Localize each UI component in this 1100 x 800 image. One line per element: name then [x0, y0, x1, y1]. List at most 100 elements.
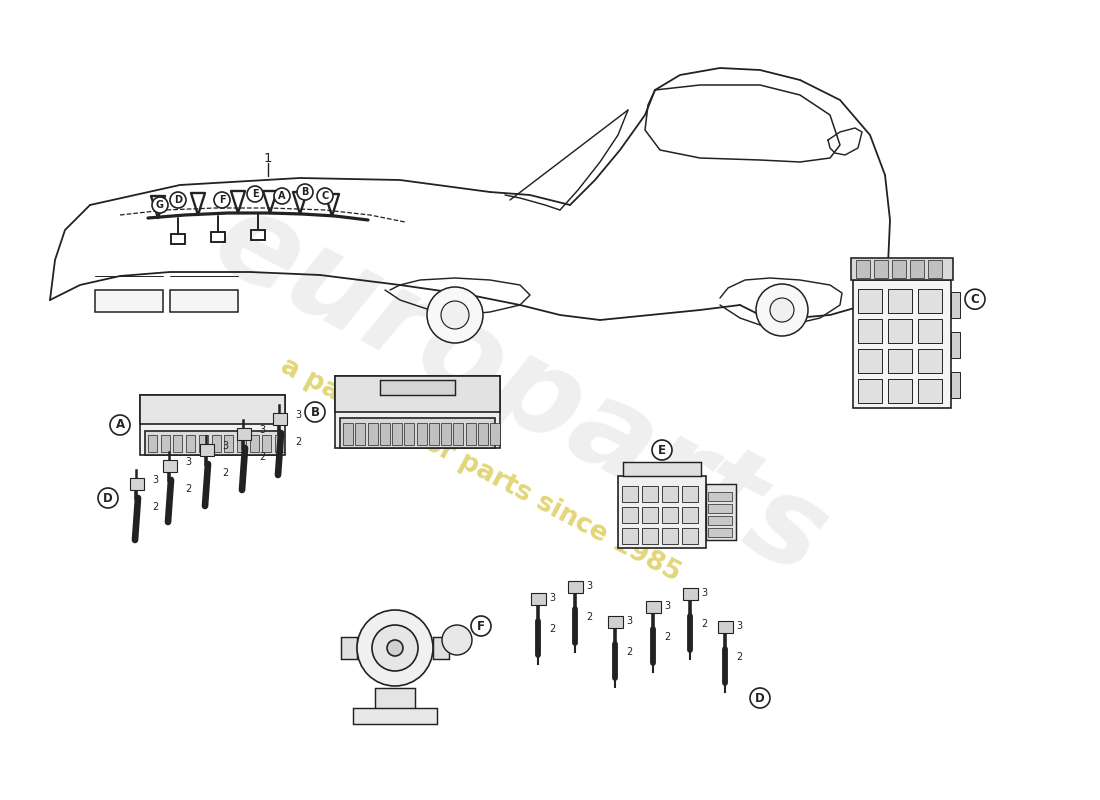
Bar	[662, 528, 678, 544]
Bar	[341, 637, 358, 659]
Text: B: B	[310, 406, 319, 418]
Bar	[682, 507, 698, 523]
Bar	[224, 435, 233, 452]
Bar	[718, 621, 733, 633]
Circle shape	[372, 625, 418, 671]
Text: 2: 2	[549, 624, 556, 634]
Text: G: G	[156, 200, 164, 210]
Bar	[852, 280, 952, 408]
Circle shape	[170, 192, 186, 208]
Bar	[952, 292, 960, 318]
Bar	[273, 413, 287, 425]
Bar	[858, 349, 882, 373]
Bar	[683, 588, 698, 600]
Bar	[336, 376, 500, 412]
Circle shape	[387, 640, 403, 656]
Bar	[375, 688, 415, 710]
Bar	[250, 435, 258, 452]
Text: 3: 3	[185, 457, 191, 467]
Text: D: D	[755, 691, 764, 705]
Bar	[642, 507, 658, 523]
Bar	[429, 423, 439, 445]
Bar	[708, 516, 732, 525]
Bar	[262, 435, 272, 452]
Bar	[858, 379, 882, 403]
Bar	[621, 486, 638, 502]
Bar	[623, 462, 701, 476]
Text: 2: 2	[222, 468, 229, 478]
Circle shape	[756, 284, 808, 336]
Text: 3: 3	[664, 601, 670, 611]
Bar	[918, 349, 942, 373]
Bar	[662, 507, 678, 523]
Circle shape	[442, 625, 472, 655]
Circle shape	[317, 188, 333, 204]
Bar	[392, 423, 402, 445]
Bar	[642, 486, 658, 502]
Bar	[874, 260, 888, 278]
Circle shape	[248, 186, 263, 202]
Text: 3: 3	[258, 425, 265, 435]
Circle shape	[214, 192, 230, 208]
Text: 3: 3	[701, 588, 707, 598]
Text: 3: 3	[736, 621, 743, 631]
Bar	[858, 319, 882, 343]
Bar	[858, 289, 882, 313]
Circle shape	[305, 402, 324, 422]
Text: 3: 3	[549, 593, 556, 603]
Bar	[952, 332, 960, 358]
Text: europarts: europarts	[195, 180, 846, 600]
Text: C: C	[970, 293, 979, 306]
Bar	[618, 476, 706, 548]
Bar	[379, 423, 389, 445]
Bar	[174, 435, 183, 452]
Bar	[918, 379, 942, 403]
Circle shape	[652, 440, 672, 460]
Circle shape	[427, 287, 483, 343]
Bar	[236, 428, 251, 440]
Text: C: C	[321, 191, 329, 201]
Bar	[608, 616, 623, 628]
Text: 3: 3	[222, 441, 228, 451]
Text: 2: 2	[185, 484, 191, 494]
Text: 2: 2	[258, 452, 265, 462]
Bar	[856, 260, 870, 278]
Bar	[340, 418, 495, 448]
Bar	[405, 423, 415, 445]
Bar	[95, 290, 163, 312]
Circle shape	[471, 616, 491, 636]
Bar	[706, 484, 736, 540]
Bar	[170, 290, 238, 312]
Text: E: E	[252, 189, 258, 199]
Bar	[145, 431, 280, 455]
Bar	[708, 504, 732, 513]
Circle shape	[98, 488, 118, 508]
Text: F: F	[219, 195, 225, 205]
Text: 2: 2	[736, 652, 743, 662]
Bar	[918, 289, 942, 313]
Bar	[708, 528, 732, 537]
Bar	[140, 395, 285, 424]
Text: F: F	[477, 619, 485, 633]
Circle shape	[441, 301, 469, 329]
Bar	[453, 423, 463, 445]
Text: 3: 3	[295, 410, 301, 420]
Bar	[888, 289, 912, 313]
Bar	[148, 435, 157, 452]
Bar	[888, 379, 912, 403]
Bar	[441, 423, 451, 445]
Text: 1: 1	[264, 151, 273, 165]
Bar	[910, 260, 924, 278]
Bar	[199, 435, 208, 452]
Text: B: B	[301, 187, 309, 197]
Bar	[336, 376, 500, 448]
Text: 2: 2	[664, 632, 670, 642]
Circle shape	[297, 184, 313, 200]
Text: 2: 2	[701, 619, 707, 629]
Bar	[568, 581, 583, 593]
Bar	[892, 260, 906, 278]
Text: D: D	[103, 491, 113, 505]
Bar	[186, 435, 195, 452]
Text: 3: 3	[586, 581, 592, 591]
Bar	[490, 423, 500, 445]
